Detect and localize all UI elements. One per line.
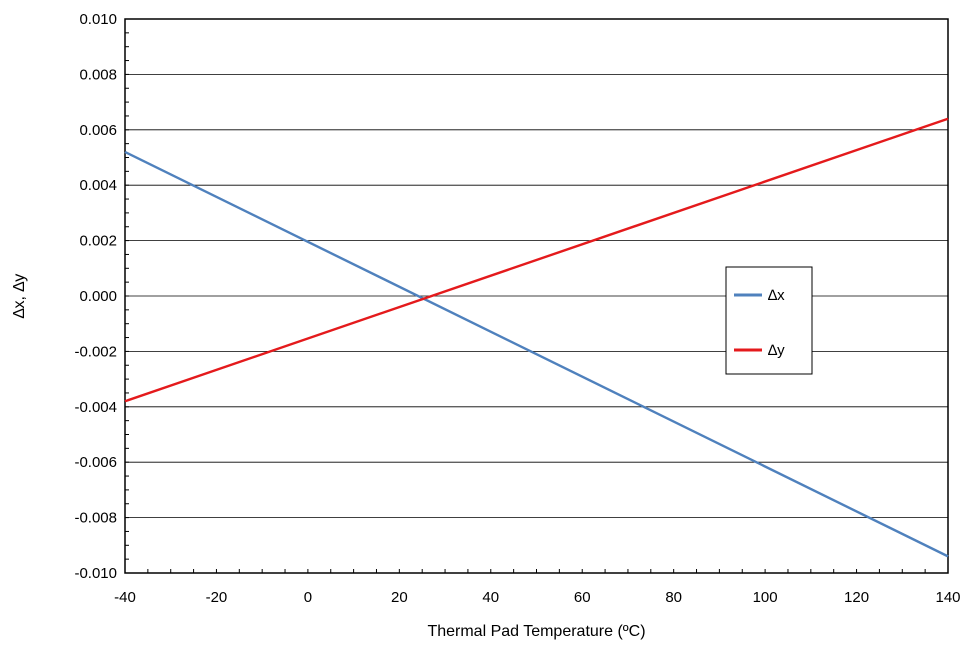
y-tick-label: 0.004	[79, 177, 117, 194]
series-line-1	[124, 117, 949, 403]
legend-box	[725, 266, 813, 375]
x-tick-label: 100	[753, 589, 778, 606]
y-tick-label: -0.006	[74, 454, 117, 471]
x-tick-label: 120	[844, 589, 869, 606]
y-tick-labels: 0.010 0.008 0.006 0.004 0.002 0.000 -0.002 -0.0…	[74, 11, 117, 582]
x-tick-labels: -40 -20 0 20 40 60 80 100 120 140	[114, 589, 960, 606]
legend: ∆x ∆y	[725, 266, 813, 375]
series-line-0	[124, 150, 949, 558]
y-tick-label: 0.000	[79, 288, 117, 305]
y-tick-label: -0.010	[74, 565, 117, 582]
x-tick-label: 20	[391, 589, 408, 606]
minor-ticks	[124, 18, 949, 574]
y-tick-label: 0.010	[79, 11, 117, 28]
y-tick-label: -0.008	[74, 510, 117, 527]
x-tick-label: 0	[304, 589, 312, 606]
y-tick-label: -0.002	[74, 343, 117, 360]
x-axis-title: Thermal Pad Temperature (ºC)	[427, 623, 645, 640]
y-tick-label: -0.004	[74, 399, 117, 416]
x-tick-label: 80	[665, 589, 682, 606]
y-tick-label: 0.008	[79, 66, 117, 83]
y-tick-label: 0.006	[79, 122, 117, 139]
x-tick-label: -20	[206, 589, 228, 606]
x-tick-label: 140	[935, 589, 960, 606]
y-axis-title: ∆x, ∆y	[11, 274, 28, 318]
x-tick-label: 60	[574, 589, 591, 606]
x-tick-label: -40	[114, 589, 136, 606]
y-tick-label: 0.002	[79, 233, 117, 250]
legend-label-1: ∆y	[768, 342, 785, 359]
x-tick-label: 40	[482, 589, 499, 606]
grid-lines	[125, 18, 948, 574]
series-layer	[124, 117, 949, 558]
legend-label-0: ∆x	[768, 287, 785, 304]
